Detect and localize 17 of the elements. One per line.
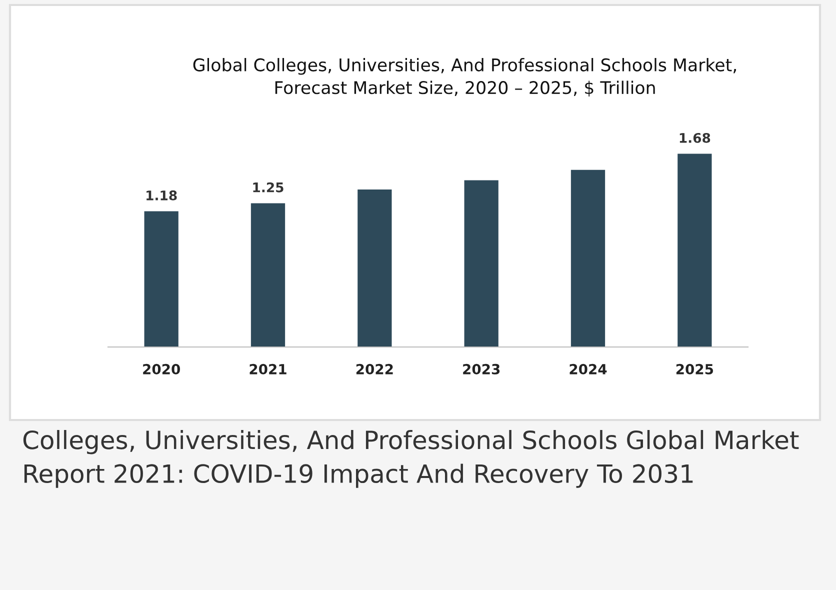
x-tick-label: 2021: [250, 364, 286, 374]
text: Colleges, Universities, And Professional Schools Global Market Report 2021: COVID-19 Impact And Recovery To 2031: [23, 430, 799, 488]
x-tick-label: 2020: [143, 364, 180, 374]
bar: [464, 180, 498, 347]
bar: [250, 203, 286, 347]
bar: [358, 189, 392, 347]
data-label: 1.18: [146, 190, 177, 200]
x-tick-label: 2024: [570, 364, 607, 374]
data-label: 1.68: [680, 132, 710, 143]
x-tick-label: 2025: [676, 364, 714, 374]
chart-title: Global Colleges, Universities, And Professional Schools Market, Forecast Market Size, 2020 – 2025, $ Trillion: [193, 58, 736, 96]
bar: [144, 211, 178, 347]
data-label: 1.25: [253, 182, 284, 192]
bar: [678, 154, 712, 347]
x-tick-label: 2022: [356, 364, 393, 374]
x-tick-label: 2023: [463, 364, 500, 374]
bar: [570, 170, 606, 347]
